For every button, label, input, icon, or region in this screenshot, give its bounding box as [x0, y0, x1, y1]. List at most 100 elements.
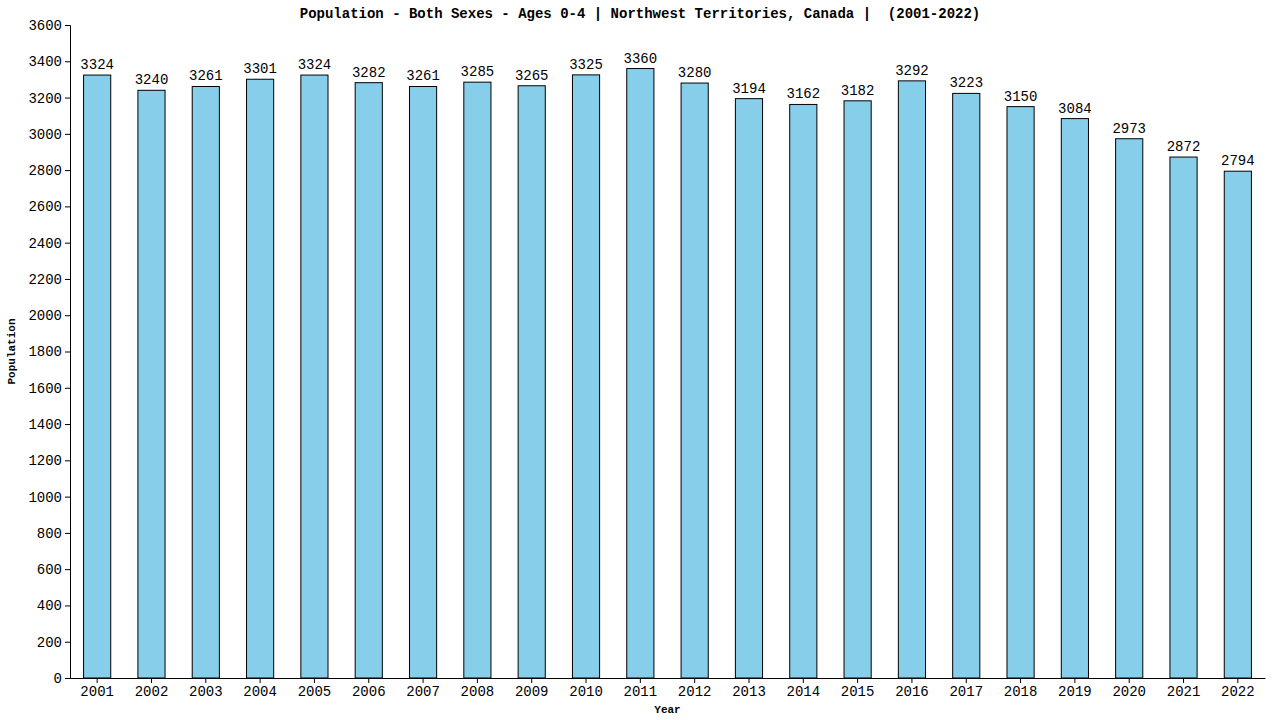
y-tick-mark [65, 642, 70, 643]
y-tick-label: 2400 [28, 236, 62, 252]
x-tick: 2007 [406, 678, 440, 700]
y-axis-title: Population [6, 318, 18, 384]
x-tick-mark [803, 678, 804, 683]
x-tick-label: 2009 [515, 684, 549, 700]
y-tick: 3600 [28, 18, 70, 34]
x-tick-mark [97, 678, 98, 683]
x-tick-label: 2004 [243, 684, 277, 700]
x-tick: 2021 [1167, 678, 1201, 700]
x-tick: 2012 [678, 678, 712, 700]
y-tick-mark [65, 352, 70, 353]
x-tick: 2002 [135, 678, 169, 700]
bar [1061, 119, 1088, 678]
x-tick-label: 2022 [1221, 684, 1255, 700]
x-tick-mark [911, 678, 912, 683]
y-tick-label: 1000 [28, 490, 62, 506]
y-tick: 2200 [28, 272, 70, 288]
x-tick-label: 2020 [1112, 684, 1146, 700]
y-tick: 3200 [28, 91, 70, 107]
x-tick: 2019 [1058, 678, 1092, 700]
x-tick-label: 2003 [189, 684, 223, 700]
y-tick-mark [65, 25, 70, 26]
data-label: 3261 [406, 68, 440, 84]
x-tick-mark [423, 678, 424, 683]
x-tick-label: 2019 [1058, 684, 1092, 700]
x-tick: 2004 [243, 678, 277, 700]
y-tick: 400 [37, 598, 70, 614]
y-tick-label: 200 [37, 635, 62, 651]
x-tick: 2011 [624, 678, 658, 700]
bar [1224, 171, 1251, 678]
y-tick-label: 2600 [28, 199, 62, 215]
x-tick: 2018 [1004, 678, 1038, 700]
x-tick: 2015 [841, 678, 875, 700]
x-tick-label: 2014 [786, 684, 820, 700]
x-tick-label: 2010 [569, 684, 603, 700]
data-label: 3162 [786, 86, 820, 102]
y-tick: 0 [54, 671, 70, 687]
x-tick: 2014 [786, 678, 820, 700]
x-tick-mark [477, 678, 478, 683]
y-tick: 3400 [28, 54, 70, 70]
y-tick-label: 3200 [28, 91, 62, 107]
x-tick-label: 2011 [624, 684, 658, 700]
x-tick: 2009 [515, 678, 549, 700]
data-label: 3084 [1058, 101, 1092, 117]
data-label: 3265 [515, 68, 549, 84]
data-label: 3301 [243, 61, 277, 77]
x-tick-mark [1020, 678, 1021, 683]
x-tick: 2003 [189, 678, 223, 700]
x-tick: 2008 [461, 678, 495, 700]
bar [247, 79, 274, 678]
y-tick: 1200 [28, 453, 70, 469]
title: Population - Both Sexes - Ages 0-4 | Nor… [300, 6, 981, 22]
y-tick-label: 600 [37, 562, 62, 578]
bars [84, 69, 1252, 678]
data-label: 3325 [569, 57, 603, 73]
y-tick-label: 1800 [28, 344, 62, 360]
bar [844, 101, 871, 678]
bar [790, 104, 817, 678]
bar [518, 86, 545, 678]
y-tick-label: 1600 [28, 381, 62, 397]
y-tick: 2800 [28, 163, 70, 179]
bar [301, 75, 328, 678]
y-tick-label: 1400 [28, 417, 62, 433]
y-tick-mark [65, 315, 70, 316]
y-tick-mark [65, 533, 70, 534]
bar [409, 86, 436, 678]
y-axis: 0 200 400 600 800 1000 1200 1400 1600 1800 2000 220… [28, 18, 70, 687]
x-axis-line [71, 678, 1266, 679]
x-tick-mark [748, 678, 749, 683]
y-tick-label: 2000 [28, 308, 62, 324]
y-tick: 600 [37, 562, 70, 578]
data-label: 3223 [949, 75, 983, 91]
data-label: 2794 [1221, 153, 1255, 169]
x-tick-mark [640, 678, 641, 683]
data-label: 3261 [189, 68, 223, 84]
x-tick: 2022 [1221, 678, 1255, 700]
data-label: 3240 [135, 72, 169, 88]
x-tick-label: 2021 [1167, 684, 1201, 700]
x-tick-label: 2013 [732, 684, 766, 700]
data-label: 3182 [841, 83, 875, 99]
y-tick-mark [65, 134, 70, 135]
data-label: 3282 [352, 65, 386, 81]
x-tick-mark [966, 678, 967, 683]
x-tick: 2001 [80, 678, 114, 700]
data-labels: 3324324032613301332432823261328532653325… [80, 51, 1254, 170]
x-tick: 2006 [352, 678, 386, 700]
y-tick: 800 [37, 526, 70, 542]
bar [192, 86, 219, 678]
x-tick: 2005 [298, 678, 332, 700]
y-tick-label: 0 [54, 671, 62, 687]
bar [1007, 107, 1034, 678]
bar [572, 75, 599, 678]
y-tick-label: 800 [37, 526, 62, 542]
y-tick: 200 [37, 635, 70, 651]
x-tick-label: 2006 [352, 684, 386, 700]
data-label: 3285 [461, 64, 495, 80]
bar [735, 99, 762, 678]
bar [355, 83, 382, 678]
y-tick-label: 2200 [28, 272, 62, 288]
